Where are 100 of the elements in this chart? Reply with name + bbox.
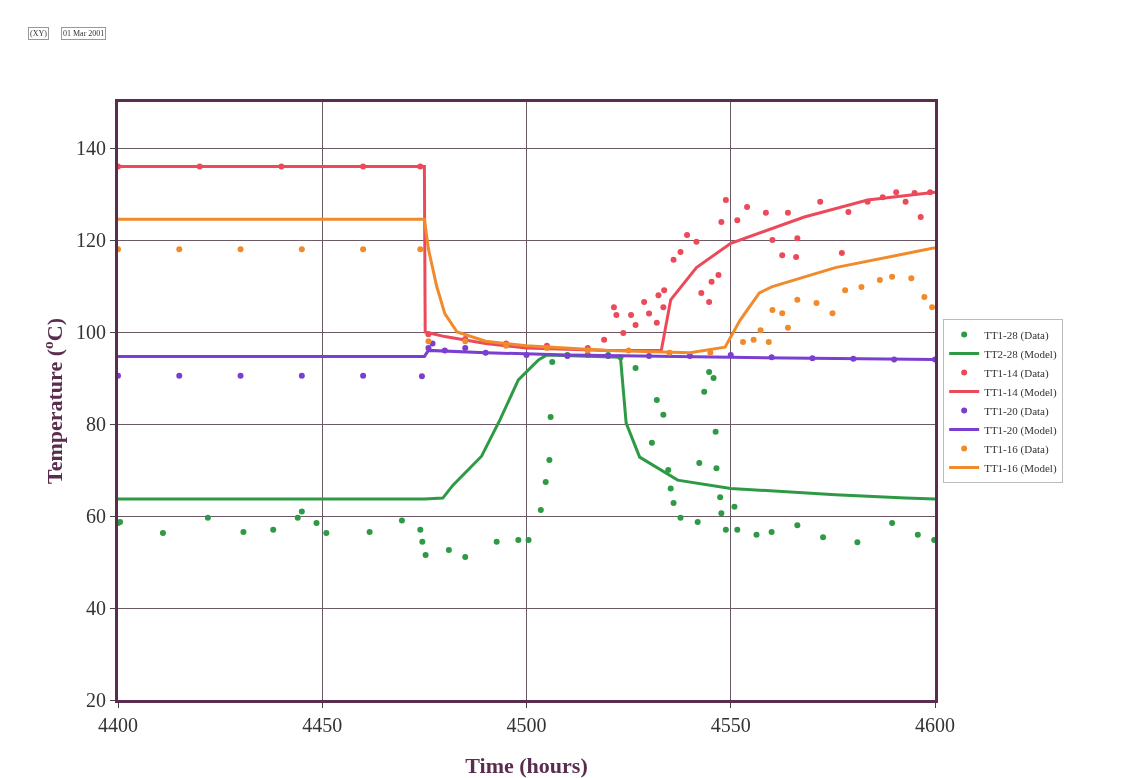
point (718, 219, 725, 226)
point (757, 327, 764, 334)
point (750, 336, 757, 343)
point (794, 296, 801, 303)
point (876, 277, 883, 284)
point (462, 345, 469, 352)
point (712, 428, 719, 435)
point (794, 235, 801, 242)
text: (XY) (30, 29, 48, 38)
point (817, 198, 824, 205)
point (298, 246, 305, 253)
point (793, 254, 800, 261)
point (762, 209, 769, 216)
point (842, 287, 849, 294)
point (917, 214, 924, 220)
point (708, 278, 715, 285)
point (418, 373, 425, 380)
point (493, 538, 500, 545)
point (677, 248, 684, 255)
line-series (118, 353, 935, 501)
point (696, 460, 703, 467)
point (546, 456, 553, 463)
point (734, 217, 741, 224)
point (237, 246, 244, 253)
x-tick-label: 4500 (506, 714, 547, 736)
x-axis-title: Time (hours) (465, 753, 588, 778)
point (628, 311, 635, 318)
y-tick-label: 120 (76, 229, 106, 251)
point (632, 364, 639, 371)
legend-label: TT1-14 (Model) (984, 385, 1057, 399)
point (706, 299, 713, 306)
point (159, 530, 166, 537)
point (294, 514, 301, 521)
legend-label: TT1-20 (Data) (984, 404, 1049, 418)
point (908, 275, 915, 282)
point (731, 503, 738, 510)
point (765, 339, 772, 346)
point (641, 299, 648, 306)
point (820, 534, 827, 541)
point (425, 338, 432, 345)
point (734, 526, 741, 533)
point (707, 349, 714, 356)
point (698, 289, 705, 296)
point (889, 273, 896, 280)
point (547, 414, 554, 421)
point (744, 203, 751, 210)
point (784, 209, 791, 216)
point (713, 465, 720, 472)
point (769, 237, 776, 243)
point (701, 388, 708, 395)
point (670, 500, 677, 507)
point (360, 246, 367, 253)
point (753, 531, 760, 538)
point (240, 529, 247, 536)
point (902, 198, 909, 205)
point (601, 336, 608, 343)
point (515, 536, 522, 543)
point (845, 208, 852, 215)
point (632, 322, 639, 329)
legend-label: TT1-14 (Data) (984, 366, 1049, 380)
point (893, 189, 900, 196)
point (694, 518, 701, 525)
y-tick-label: 80 (86, 413, 106, 435)
point (542, 478, 549, 485)
legend-label: TT1-20 (Model) (984, 423, 1057, 437)
point (620, 329, 627, 336)
point (661, 287, 668, 294)
point (684, 231, 691, 238)
point (422, 552, 429, 559)
legend-label: TT1-16 (Data) (984, 442, 1049, 456)
point (525, 536, 532, 543)
point (660, 304, 667, 311)
point (929, 304, 935, 311)
y-tick-label: 140 (76, 137, 106, 159)
point (715, 271, 722, 278)
point (779, 310, 786, 317)
point (417, 526, 424, 533)
point (722, 196, 729, 203)
point (323, 530, 330, 537)
point (462, 553, 469, 560)
legend-label: TT2-28 (Model) (984, 347, 1057, 361)
point (740, 339, 747, 346)
point (313, 519, 320, 526)
legend-label: TT1-16 (Model) (984, 461, 1057, 475)
point (779, 252, 786, 259)
point (710, 375, 717, 381)
text: 01 Mar 2001 (63, 29, 105, 38)
point (854, 539, 861, 546)
y-tick-label: 20 (86, 689, 106, 711)
point (769, 306, 776, 313)
point (693, 238, 700, 245)
point (646, 310, 653, 317)
point (667, 485, 674, 492)
point (298, 372, 305, 379)
point (419, 538, 426, 545)
x-tick-label: 4600 (915, 714, 955, 736)
x-tick-label: 4550 (710, 714, 751, 736)
point (176, 246, 183, 253)
point (718, 510, 725, 517)
point (665, 467, 672, 473)
